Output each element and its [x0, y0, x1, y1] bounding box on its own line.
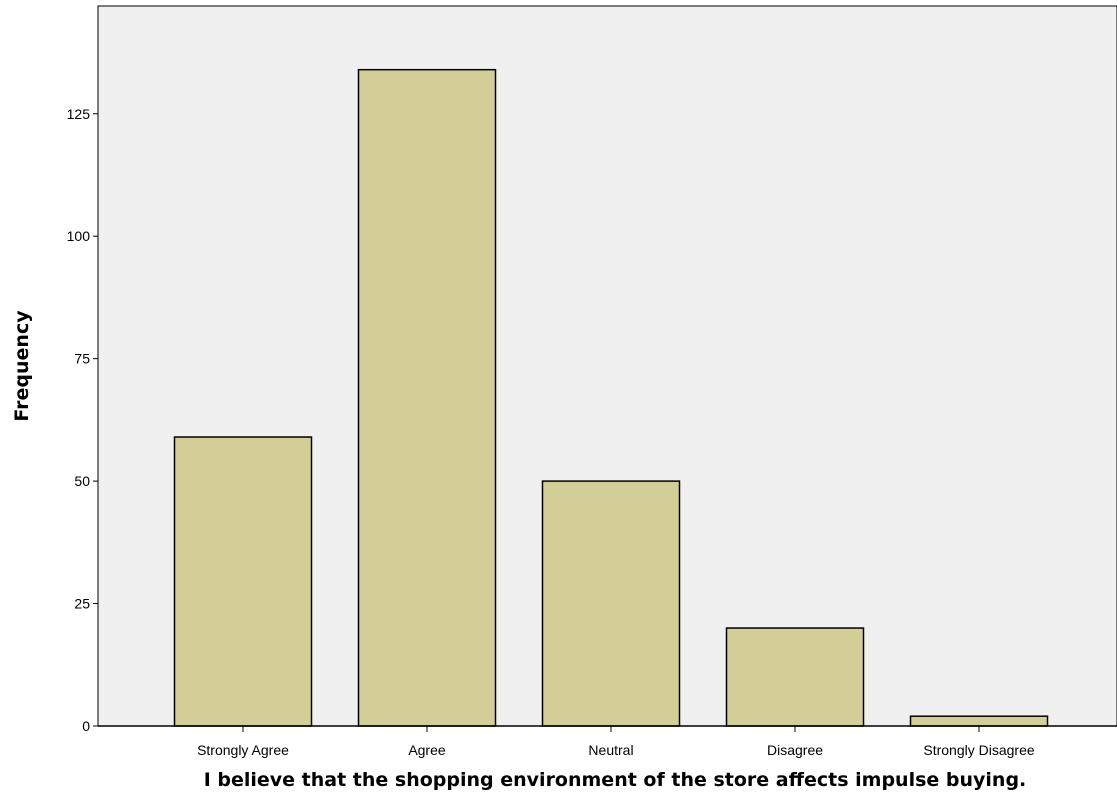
y-tick-label: 50	[74, 473, 90, 489]
bar-neutral	[541, 480, 681, 727]
x-tick-label: Strongly Agree	[197, 742, 289, 758]
y-axis: 0 25 50 75 100 125	[67, 106, 98, 734]
y-axis-title: Frequency	[11, 310, 33, 422]
y-tick-label: 0	[82, 718, 90, 734]
y-tick-label: 25	[74, 596, 90, 612]
x-tick-label: Agree	[408, 742, 446, 758]
x-tick-label: Disagree	[767, 742, 823, 758]
bar-disagree	[725, 627, 865, 727]
x-tick-label: Neutral	[588, 742, 633, 758]
bar-strongly-agree	[173, 436, 313, 727]
x-axis: Strongly Agree Agree Neutral Disagree Strong…	[98, 725, 1117, 758]
x-tick-label: Strongly Disagree	[923, 742, 1034, 758]
x-axis-title: I believe that the shopping environment …	[204, 769, 1027, 791]
bar-agree	[357, 68, 497, 727]
y-tick-label: 125	[67, 106, 91, 122]
y-tick-label: 75	[74, 351, 90, 367]
y-tick-label: 100	[67, 228, 91, 244]
bar-strongly-disagree	[909, 715, 1049, 727]
